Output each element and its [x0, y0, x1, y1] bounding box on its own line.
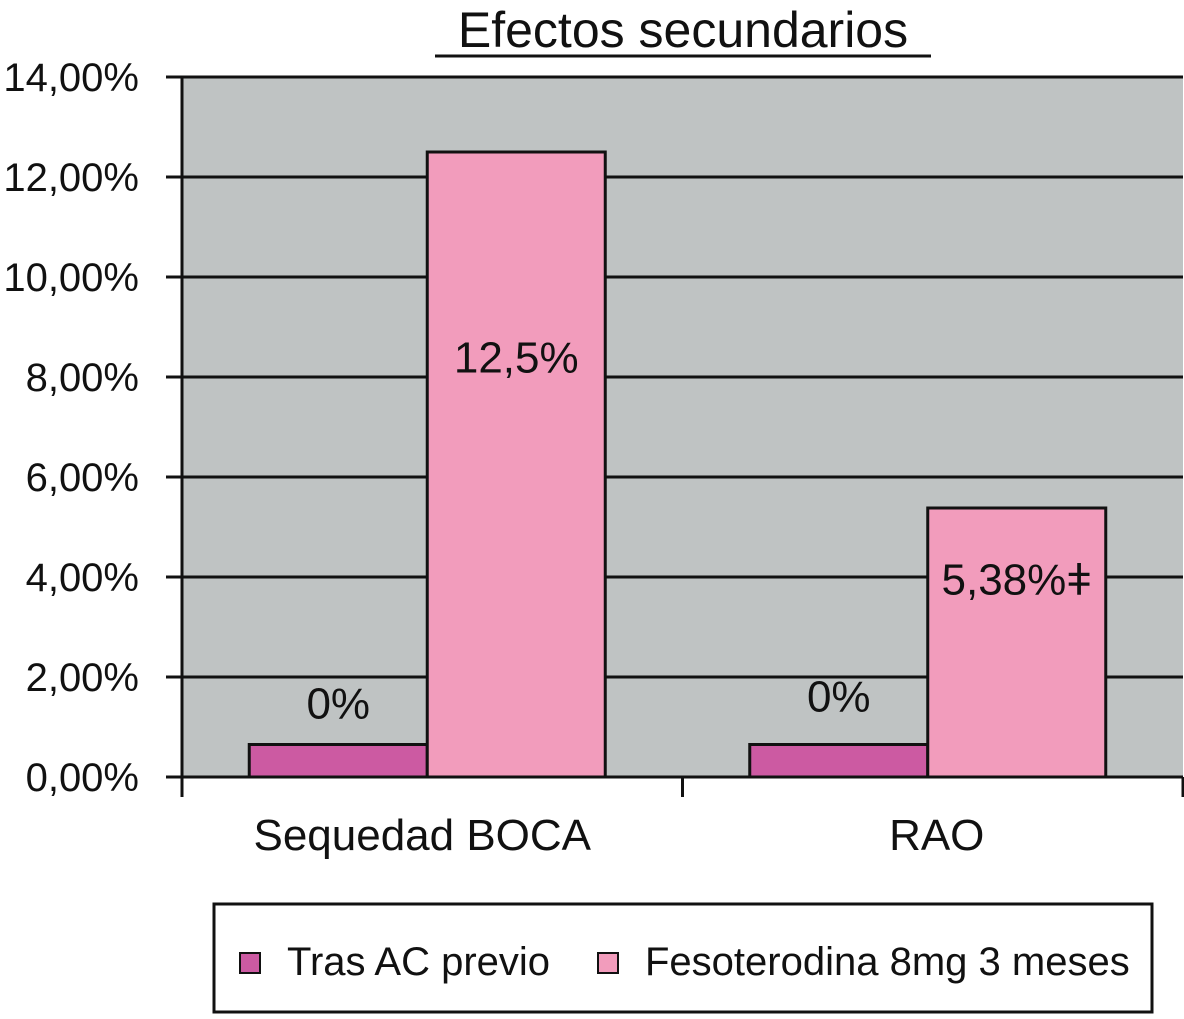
- y-tick-label: 2,00%: [26, 656, 139, 700]
- legend-label: Tras AC previo: [287, 940, 550, 984]
- x-tick-label: RAO: [889, 811, 984, 860]
- bar-tras-ac-previo-0: [247, 743, 429, 779]
- y-tick-label: 8,00%: [26, 356, 139, 400]
- legend-items: Tras AC previo Fesoterodina 8mg 3 meses: [239, 940, 1130, 984]
- chart-title: Efectos secundarios: [458, 2, 908, 58]
- grid-lines: [182, 75, 1183, 679]
- y-tick-label: 6,00%: [26, 456, 139, 500]
- bar-value-label: 5,38%ǂ: [942, 556, 1092, 605]
- bar-value-label: 0%: [807, 673, 871, 722]
- x-tick-label: Sequedad BOCA: [253, 811, 591, 860]
- legend: [212, 902, 1154, 1014]
- y-tick-label: 4,00%: [26, 556, 139, 600]
- legend-swatch: [597, 952, 619, 974]
- y-axis-ticks: [166, 75, 182, 779]
- x-axis-ticks: [180, 777, 1184, 797]
- legend-label: Fesoterodina 8mg 3 meses: [645, 940, 1130, 984]
- y-tick-label: 0,00%: [26, 756, 139, 800]
- x-axis-tick-labels: Sequedad BOCA RAO: [253, 811, 984, 860]
- bar-fesoterodina-0: [425, 150, 607, 779]
- y-axis-tick-labels: 0,00% 2,00% 4,00% 6,00% 8,00% 10,00% 12,00% 14,…: [3, 56, 139, 800]
- bars: [247, 150, 1108, 779]
- bar-fesoterodina-1: [926, 506, 1108, 779]
- bar-value-labels: 0% 12,5% 0% 5,38%ǂ: [306, 333, 1092, 728]
- bar-value-label: 0%: [306, 680, 370, 729]
- y-tick-label: 10,00%: [3, 256, 139, 300]
- bar-value-label: 12,5%: [454, 333, 579, 382]
- y-tick-label: 12,00%: [3, 156, 139, 200]
- legend-swatch: [239, 952, 261, 974]
- bar-tras-ac-previo-1: [748, 743, 930, 779]
- y-tick-label: 14,00%: [3, 56, 139, 100]
